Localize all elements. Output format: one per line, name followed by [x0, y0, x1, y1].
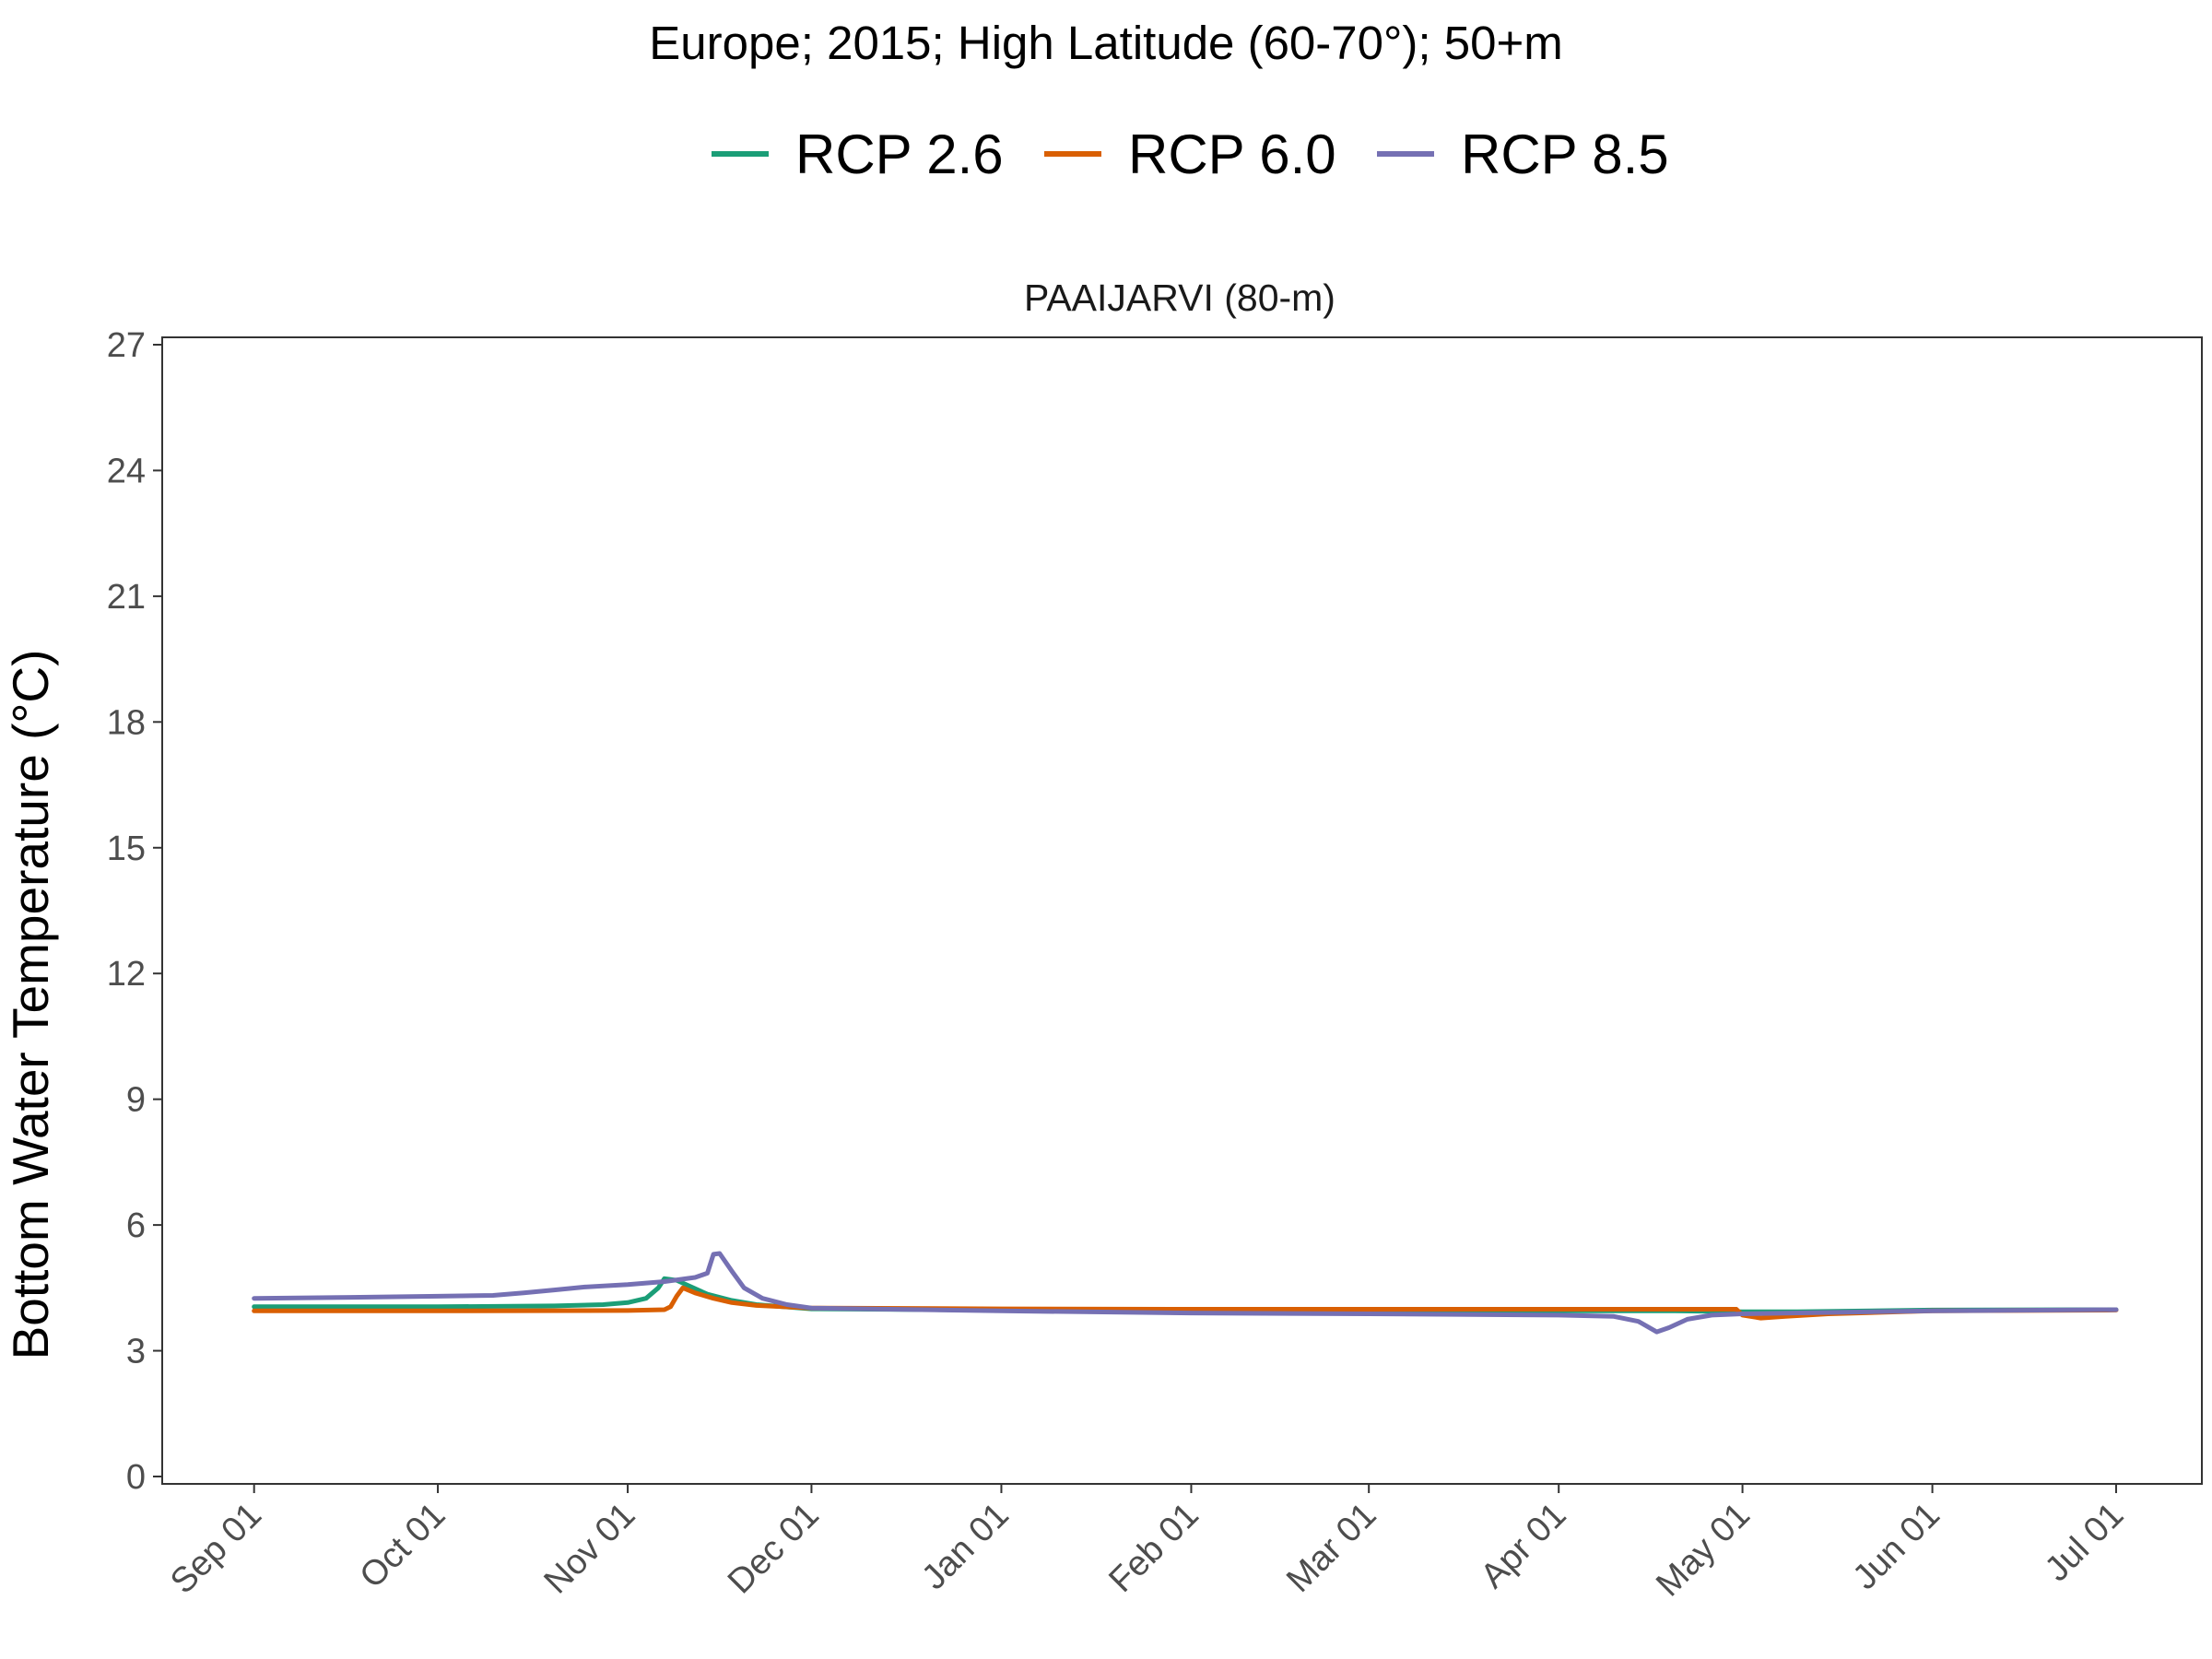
y-tick-label: 0	[126, 1458, 146, 1497]
legend: RCP 2.6 RCP 6.0 RCP 8.5	[712, 124, 1669, 185]
legend-label: RCP 2.6	[795, 124, 1004, 185]
y-tick-label: 21	[107, 578, 146, 617]
y-tick-label: 27	[107, 326, 146, 365]
panel-title: PAAIJARVI (80-m)	[1024, 276, 1335, 319]
legend-label: RCP 6.0	[1128, 124, 1336, 185]
panel-border	[161, 336, 2203, 1485]
y-axis-title: Bottom Water Temperature (°C)	[2, 650, 59, 1360]
chart-title: Europe; 2015; High Latitude (60-70°); 50…	[649, 17, 1562, 69]
y-tick-label: 24	[107, 452, 146, 490]
y-tick-label: 9	[126, 1081, 146, 1120]
y-tick-label: 15	[107, 830, 146, 868]
y-tick-label: 6	[126, 1206, 146, 1245]
y-tick-label: 12	[107, 955, 146, 994]
y-tick-label: 3	[126, 1333, 146, 1371]
series-line	[252, 1251, 2119, 1335]
legend-label: RCP 8.5	[1461, 124, 1669, 185]
y-tick-label: 18	[107, 703, 146, 742]
